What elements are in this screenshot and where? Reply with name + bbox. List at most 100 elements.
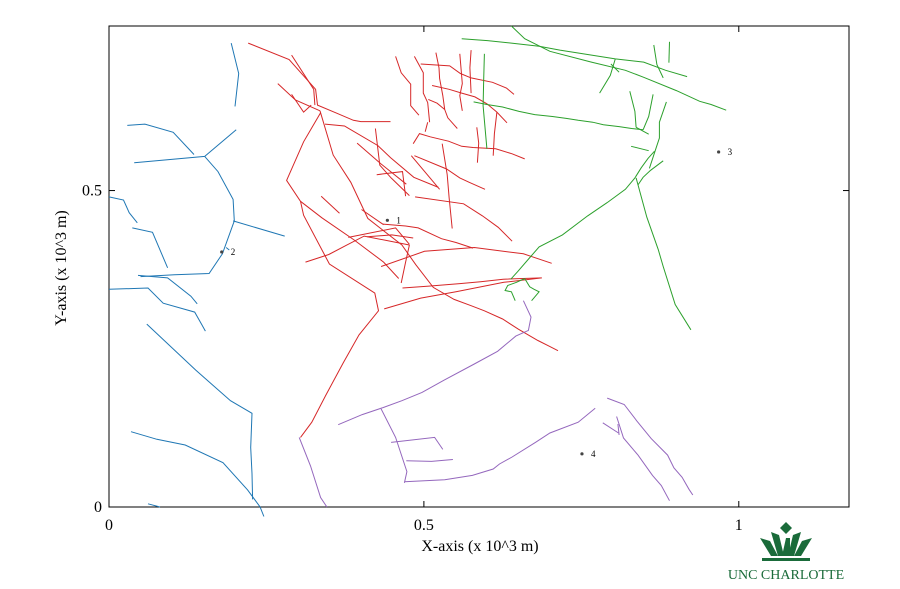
- series-2-segment: [380, 246, 552, 267]
- series-2-segment: [400, 244, 410, 284]
- series-3-segment: [635, 177, 692, 331]
- series-2-segment: [376, 171, 407, 197]
- series-4-segment: [406, 459, 453, 462]
- logo-text: UNC CHARLOTTE: [728, 568, 844, 583]
- series-3-segment: [473, 101, 644, 131]
- series-2-segment: [469, 50, 472, 94]
- node-marker: [717, 150, 721, 154]
- series-3-segment: [668, 41, 670, 63]
- series-1-segment: [137, 274, 198, 305]
- series-2-segment: [374, 128, 410, 196]
- series-4-segment: [338, 300, 532, 426]
- node-marker: [220, 250, 224, 254]
- series-2-segment: [424, 122, 429, 132]
- series-2-segment: [441, 143, 453, 229]
- series-2-segment: [431, 85, 508, 124]
- series-2-segment: [248, 42, 391, 123]
- series-3-segment: [524, 278, 540, 302]
- series-2-segment: [435, 52, 446, 110]
- y-axis-label: Y-axis (x 10^3 m): [53, 210, 70, 326]
- series-1-segment: [132, 227, 169, 268]
- node-layer: 1 2 3 4: [220, 147, 733, 459]
- series-2-segment: [356, 142, 407, 185]
- series-4-segment: [404, 407, 596, 483]
- series-3-segment: [504, 278, 525, 301]
- series-2-segment: [382, 223, 474, 249]
- series-1-segment: [230, 42, 240, 107]
- x-tick-label: 1: [735, 517, 743, 534]
- series-4-segment: [380, 408, 408, 484]
- series-3-segment: [610, 63, 620, 73]
- series-3-segment: [511, 25, 727, 111]
- series-1-segment: [232, 220, 285, 237]
- series-2-segment: [367, 234, 414, 239]
- series-1-segment: [140, 156, 235, 278]
- network-series-3: [461, 25, 727, 331]
- series-2-segment: [415, 196, 513, 242]
- y-tick-label: 0.5: [82, 183, 102, 200]
- node-marker: [385, 218, 389, 222]
- node-label: 2: [231, 247, 236, 257]
- series-2-segment: [420, 63, 515, 95]
- series-2-segment: [348, 227, 410, 245]
- crown-icon: [760, 522, 812, 561]
- network-series-4: [298, 300, 694, 508]
- series-1-segment: [146, 323, 254, 500]
- series-2-segment: [291, 54, 316, 106]
- series-2-segment: [413, 56, 431, 123]
- series-2-segment: [384, 277, 542, 310]
- series-2-segment: [410, 155, 440, 190]
- series-4-segment: [616, 416, 670, 501]
- node-label: 4: [591, 449, 596, 459]
- series-4-segment: [391, 436, 444, 450]
- series-2-segment: [305, 235, 410, 263]
- network-series-2: [248, 42, 559, 438]
- network-series-1: [108, 42, 285, 517]
- series-3-segment: [629, 91, 637, 128]
- unc-charlotte-logo: UNC CHARLOTTE: [728, 522, 844, 583]
- series-1-segment: [134, 129, 237, 164]
- series-2-segment: [291, 94, 312, 113]
- series-2-segment: [395, 56, 420, 116]
- series-2-segment: [320, 195, 340, 214]
- series-1-segment: [225, 247, 230, 251]
- series-2-segment: [319, 110, 559, 352]
- series-3-segment: [635, 126, 649, 135]
- series-4-segment: [607, 397, 694, 496]
- series-2-segment: [476, 127, 480, 163]
- series-3-segment: [642, 94, 654, 130]
- series-2-segment: [361, 209, 384, 226]
- series-3-segment: [599, 58, 616, 94]
- series-3-segment: [482, 53, 488, 149]
- series-1-segment: [108, 196, 138, 224]
- x-tick-label: 0: [105, 517, 113, 534]
- series-2-segment: [412, 133, 525, 160]
- series-3-segment: [637, 160, 664, 186]
- tick-layer: 0 0.5 1 0 0.5: [82, 26, 849, 534]
- series-3-segment: [510, 150, 655, 280]
- series-2-segment: [300, 200, 400, 279]
- series-3-segment: [648, 101, 667, 169]
- node-label: 3: [728, 147, 733, 157]
- series-1-segment: [130, 431, 265, 517]
- series-1-segment: [147, 503, 161, 508]
- x-tick-label: 0.5: [414, 517, 434, 534]
- plot-frame: [108, 25, 850, 508]
- series-4-segment: [298, 437, 328, 508]
- series-4-segment: [617, 424, 620, 435]
- series-3-segment: [653, 44, 664, 79]
- x-axis-label: X-axis (x 10^3 m): [421, 538, 538, 555]
- series-3-segment: [630, 145, 649, 152]
- series-2-segment: [402, 277, 542, 289]
- series-3-segment: [461, 38, 688, 78]
- series-1-segment: [108, 287, 206, 332]
- y-tick-label: 0: [94, 499, 102, 516]
- series-4-segment: [602, 422, 619, 434]
- series-2-segment: [459, 53, 463, 111]
- node-label: 1: [396, 215, 401, 225]
- series-1-segment: [127, 123, 195, 155]
- series-2-segment: [286, 112, 380, 438]
- series-2-segment: [324, 123, 439, 188]
- series-layer: [108, 25, 727, 517]
